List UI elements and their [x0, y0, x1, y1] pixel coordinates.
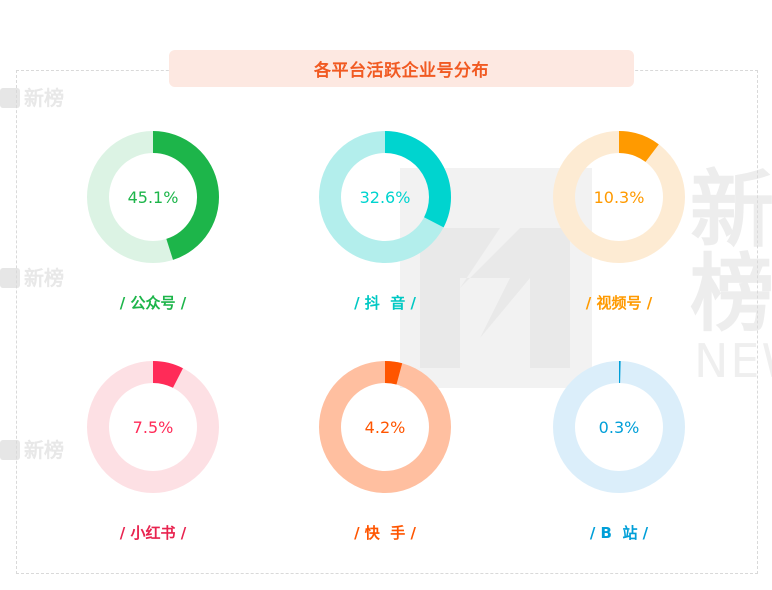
donut-category-label: / 视频号 / — [585, 294, 653, 312]
donut-slice — [152, 131, 219, 260]
watermark-logo: 新榜 — [0, 88, 64, 108]
donut-5: 4.2% — [319, 361, 451, 493]
brand-logo-icon — [0, 88, 20, 108]
donut-4: 7.5% — [87, 361, 219, 493]
donut-value-label: 4.2% — [365, 418, 406, 437]
donut-1: 45.1% — [87, 131, 219, 263]
watermark-logo: 新榜 — [0, 268, 64, 288]
watermark-text: 新榜 — [24, 266, 64, 290]
watermark-sub-text: NEW — [694, 334, 772, 388]
watermark-text: 新榜 — [24, 86, 64, 110]
donut-slice — [152, 361, 183, 389]
donut-value-label: 10.3% — [594, 188, 645, 207]
donut-category-label: / 快 手 / — [354, 524, 416, 542]
watermark-text: 新榜 — [24, 438, 64, 462]
title-bar: 各平台活跃企业号分布 — [169, 50, 634, 87]
watermark-big-text: 新榜 — [690, 161, 772, 343]
brand-logo-icon — [0, 268, 20, 288]
donut-category-label: / B 站 / — [589, 524, 649, 542]
donut-slice — [384, 361, 403, 385]
watermark-logo: 新榜 — [0, 440, 64, 460]
donut-category-label: / 小红书 / — [119, 524, 187, 542]
chart-title: 各平台活跃企业号分布 — [314, 61, 489, 81]
donut-value-label: 7.5% — [133, 418, 174, 437]
donut-value-label: 45.1% — [128, 188, 179, 207]
donut-2: 32.6% — [319, 131, 451, 263]
donut-value-label: 0.3% — [599, 418, 640, 437]
donut-category-label: / 公众号 / — [119, 294, 187, 312]
donut-3: 10.3% — [553, 131, 685, 263]
brand-logo-icon — [0, 440, 20, 460]
donut-6: 0.3% — [553, 361, 685, 493]
donut-value-label: 32.6% — [360, 188, 411, 207]
donut-slice — [384, 131, 451, 228]
donut-slice — [618, 131, 659, 163]
donut-category-label: / 抖 音 / — [354, 294, 416, 312]
